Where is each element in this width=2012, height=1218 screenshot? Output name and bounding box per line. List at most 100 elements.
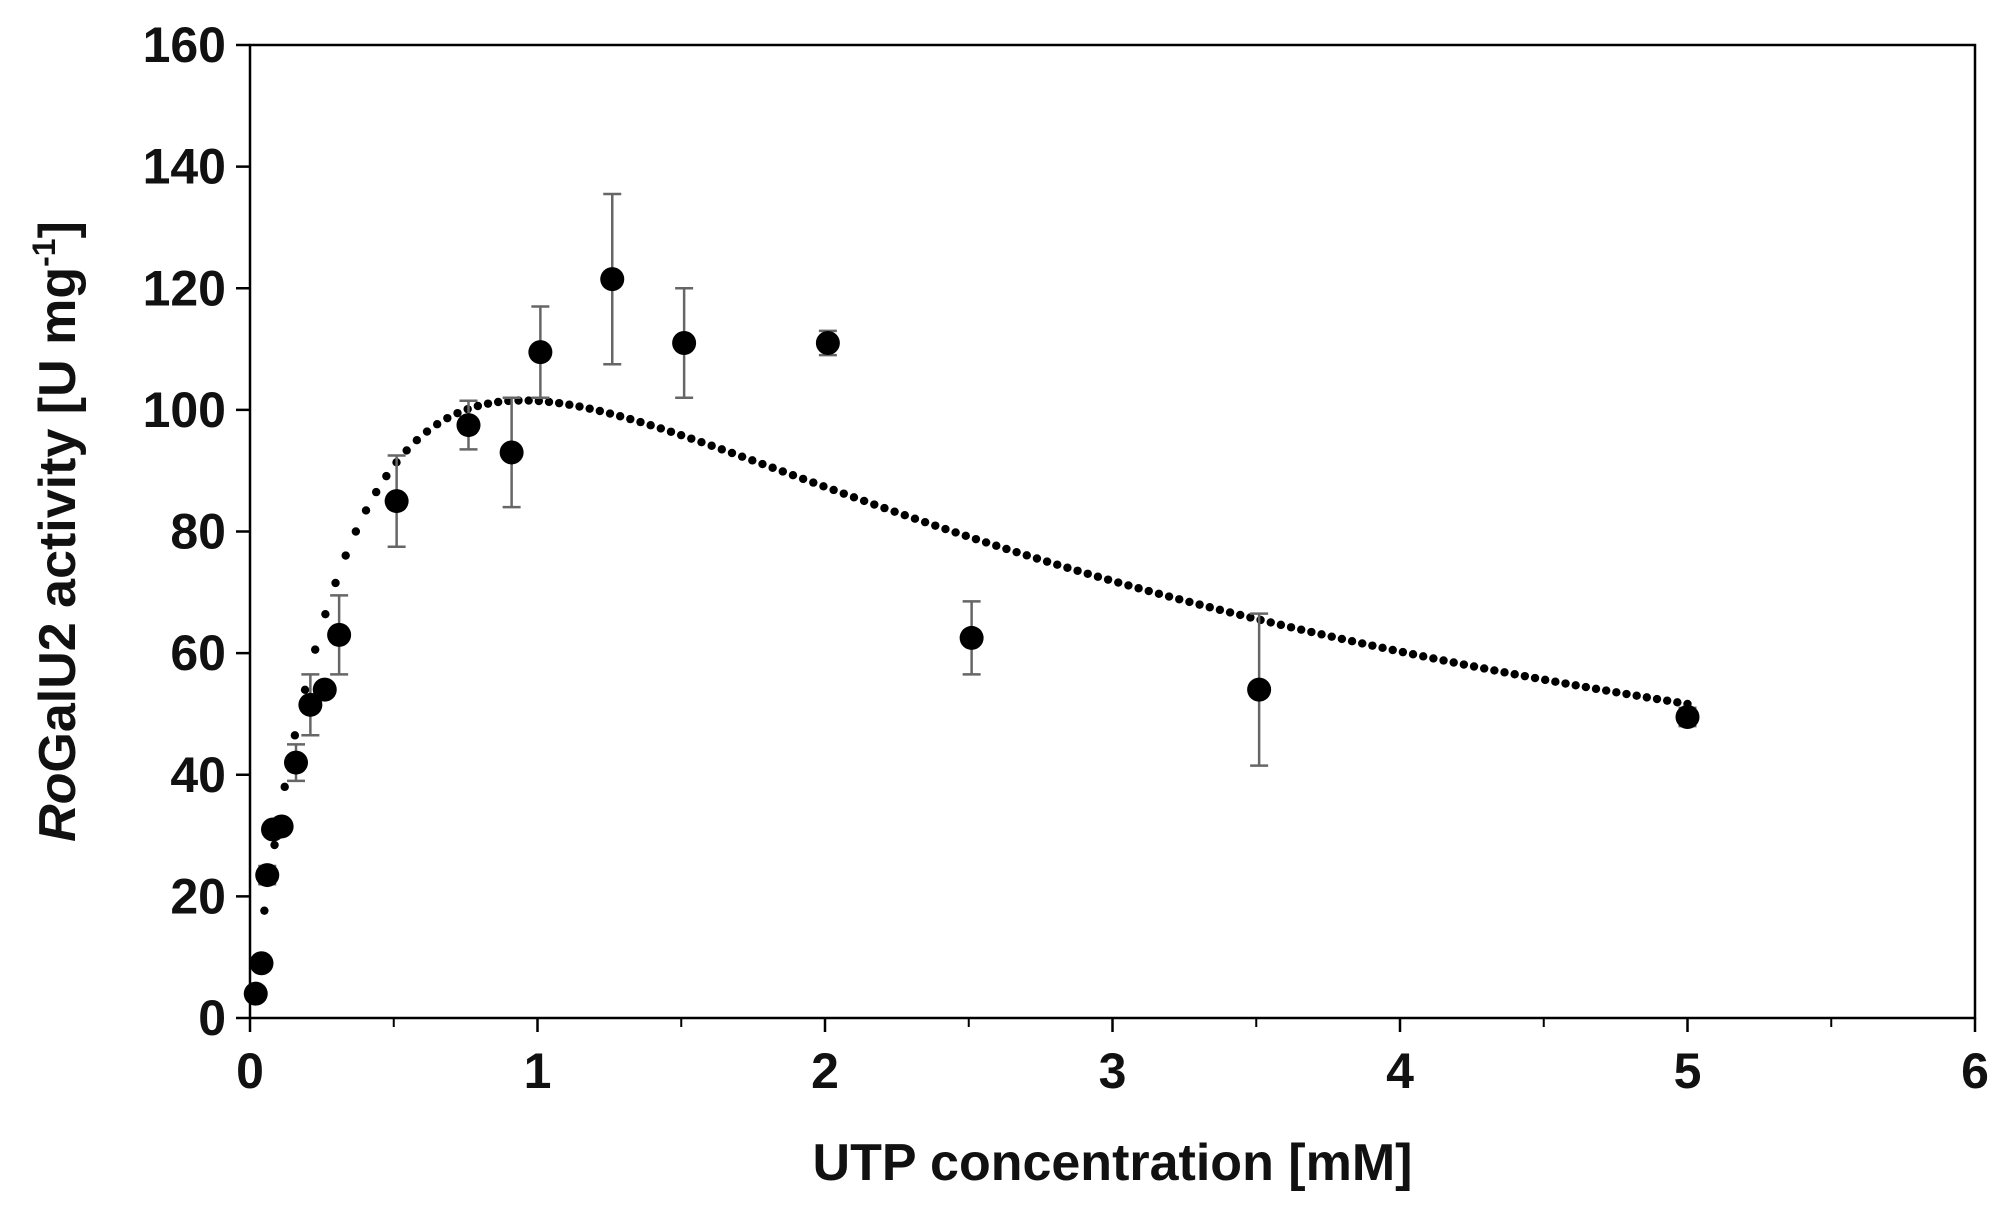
fit-dot [697,437,706,447]
fit-dot [1358,639,1367,648]
fit-dot [1236,610,1245,620]
fit-dot [788,470,798,480]
fit-dot [819,482,828,491]
fit-dot [1551,677,1560,686]
fit-dot [1286,623,1296,632]
data-point [312,677,337,702]
fit-dot [280,782,289,792]
y-axis-title-suffix: ] [29,221,87,238]
fit-dot [992,541,1001,550]
fit-dot [920,517,930,527]
fit-dot [1154,589,1164,599]
x-tick-label: 3 [1099,1043,1127,1099]
fit-dot [768,463,777,472]
x-tick-label: 0 [236,1043,264,1099]
fit-dot [1002,544,1011,554]
fit-dot [1581,682,1591,692]
fit-dot [1327,632,1336,641]
fit-dot [1276,620,1286,630]
fit-dot [1042,557,1052,566]
y-axis-title-superscript: -1 [26,238,62,266]
fit-dot [605,409,615,418]
data-point [456,413,481,438]
fit-dot [1093,572,1103,581]
fit-dot [1022,551,1031,560]
fit-dot [1012,547,1021,557]
fit-dot [900,510,909,520]
x-axis-title: UTP concentration [mM] [813,1134,1413,1192]
fit-dot [910,514,920,523]
fit-dot [1419,652,1428,661]
y-tick-label: 120 [143,260,226,316]
fit-dot [1246,613,1255,622]
fit-dot [1398,647,1408,657]
fit-dot [1490,666,1499,675]
fit-dot [422,427,432,436]
fit-dot [1500,668,1509,677]
fit-dot [432,420,442,429]
fit-dot [1561,679,1570,688]
fit-dot [1673,698,1682,707]
data-point [959,625,984,650]
fit-dot [778,467,787,476]
fit-dot [971,534,981,544]
fit-dot [758,459,767,469]
y-axis-title-main: GalU2 activity [U mg [29,267,87,773]
fit-dot [290,731,300,740]
fit-dot [1073,566,1082,575]
fit-dot [1652,694,1662,704]
fit-dot [1378,643,1387,653]
fit-dot [1083,569,1092,578]
fit-dot [402,446,411,455]
fit-dot [260,906,269,915]
fit-dot [544,397,554,407]
fit-dot [575,402,584,411]
fit-dot [361,506,371,515]
fit-dot [371,487,381,497]
x-tick-label: 2 [811,1043,839,1099]
data-point [600,267,625,292]
fit-dot [849,493,859,502]
fit-dot [941,524,950,534]
fit-dot [341,551,350,560]
fit-dot [493,397,503,407]
fit-dot [1307,627,1316,637]
fit-dot [870,500,879,509]
data-point [243,981,268,1006]
data-point [327,622,352,647]
fit-dot [595,406,605,416]
fit-dot [1520,671,1530,681]
fit-dot [1144,586,1153,596]
fit-dot [1571,681,1580,690]
fit-dot [707,441,716,450]
x-tick-label: 5 [1674,1043,1702,1099]
fit-dot [798,474,808,484]
fit-dot [1530,673,1540,683]
fit-dot [382,471,391,481]
fit-dot [666,427,676,436]
fit-dot [646,421,655,430]
fit-dot [656,424,666,433]
fit-dot [636,417,645,427]
fit-dot [727,448,737,458]
fit-dot [1429,654,1438,663]
fit-dot [1347,636,1357,646]
fit-dot [737,452,747,461]
fit-dot [961,531,970,541]
fit-dot [1164,592,1174,601]
data-point [384,489,409,514]
fit-dot [1317,630,1326,639]
fit-dot [829,485,838,495]
fit-dot [1032,554,1042,563]
data-point [528,340,553,365]
fit-dot [748,456,757,465]
data-point [298,692,323,717]
x-tick-label: 1 [524,1043,552,1099]
fit-dot [1175,595,1184,604]
fit-dot [565,400,574,409]
data-point [499,440,524,465]
fit-dot [1469,662,1479,671]
fit-dot [676,430,686,440]
y-tick-label: 100 [143,382,226,438]
